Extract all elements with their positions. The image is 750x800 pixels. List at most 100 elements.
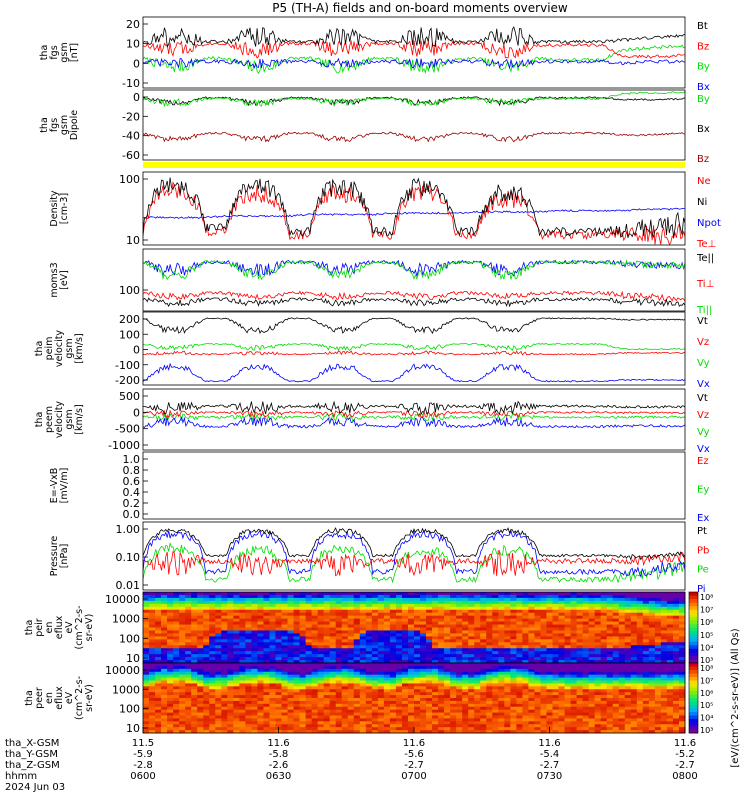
spectrogram-cell xyxy=(570,627,577,631)
spectrogram-cell xyxy=(335,600,343,605)
spectrogram-cell xyxy=(576,603,584,608)
spectrogram-cell xyxy=(480,671,487,676)
spectrogram-cell xyxy=(239,668,246,673)
spectrogram-cell xyxy=(239,709,246,713)
spectrogram-cell xyxy=(468,642,475,646)
spectrogram-cell xyxy=(239,700,246,705)
spectrogram-cell xyxy=(516,657,523,661)
spectrogram-cell xyxy=(420,698,427,702)
spectrogram-cell xyxy=(552,609,559,614)
spectrogram-cell xyxy=(624,612,632,617)
spectrogram-cell xyxy=(438,700,445,705)
spectrogram-cell xyxy=(257,597,264,602)
spectrogram-cell xyxy=(528,715,535,719)
spectrogram-cell xyxy=(317,621,325,625)
flag-bar xyxy=(143,162,685,168)
spectrogram-cell xyxy=(672,648,680,652)
spectrogram-cell xyxy=(654,709,662,713)
spectrogram-cell xyxy=(305,645,313,649)
spectrogram-cell xyxy=(600,592,608,596)
spectrogram-cell xyxy=(456,657,463,661)
spectrogram-cell xyxy=(462,686,469,690)
spectrogram-cell xyxy=(197,692,204,696)
colorbar-tick-label: 10³ xyxy=(700,726,713,735)
spectrogram-cell xyxy=(335,636,343,640)
spectrogram-cell xyxy=(281,612,288,617)
spectrogram-cell xyxy=(486,633,493,637)
spectrogram-cell xyxy=(654,680,662,684)
spectrogram-cell xyxy=(426,665,433,670)
spectrogram-cell xyxy=(648,603,656,608)
spectrogram-cell xyxy=(167,674,174,678)
spectrogram-cell xyxy=(353,621,361,625)
spectrogram-cell xyxy=(347,597,355,602)
spectrogram-cell xyxy=(510,654,517,658)
spectrogram-cell xyxy=(221,636,228,640)
spectrogram-cell xyxy=(185,603,192,608)
spectrogram-cell xyxy=(335,624,343,628)
spectrogram-cell xyxy=(552,645,559,649)
spectrogram-cell xyxy=(143,648,150,652)
spectrogram-cell xyxy=(468,654,475,658)
spectrogram-cell xyxy=(630,657,638,661)
spectrogram-cell xyxy=(630,627,638,631)
spectrogram-cell xyxy=(594,621,602,625)
spectrogram-cell xyxy=(335,727,343,731)
spectrogram-cell xyxy=(341,612,349,617)
spectrogram-cell xyxy=(540,606,547,611)
spectrogram-cell xyxy=(407,689,415,693)
spectrogram-cell xyxy=(528,712,535,716)
spectrogram-cell xyxy=(311,603,319,608)
y-axis-label: peem xyxy=(44,406,55,433)
spectrogram-cell xyxy=(432,724,439,728)
spectrogram-cell xyxy=(486,606,493,611)
spectrogram-cell xyxy=(299,624,306,628)
spectrogram-cell xyxy=(486,686,493,690)
spectrogram-cell xyxy=(456,639,463,643)
spectrogram-cell xyxy=(666,700,674,705)
spectrogram-cell xyxy=(221,615,228,620)
spectrogram-cell xyxy=(576,639,584,643)
spectrogram-cell xyxy=(269,592,276,596)
spectrogram-cell xyxy=(263,642,270,646)
spectrogram-cell xyxy=(564,680,571,684)
spectrogram-cell xyxy=(504,698,511,702)
spectrogram-cell xyxy=(534,665,541,670)
spectrogram-cell xyxy=(600,609,608,614)
spectrogram-cell xyxy=(558,627,565,631)
spectrogram-cell xyxy=(552,721,559,725)
spectrogram-cell xyxy=(233,592,240,596)
spectrogram-cell xyxy=(444,727,451,731)
spectrogram-cell xyxy=(630,663,638,667)
spectrogram-cell xyxy=(588,627,596,631)
spectrogram-cell xyxy=(185,724,192,728)
spectrogram-cell xyxy=(269,606,276,611)
spectrogram-cell xyxy=(492,600,499,605)
spectrogram-cell xyxy=(161,642,168,646)
spectrogram-cell xyxy=(660,660,668,664)
spectrogram-cell xyxy=(492,639,499,643)
spectrogram-cell xyxy=(299,630,306,634)
spectrogram-cell xyxy=(251,600,258,605)
spectrogram-cell xyxy=(606,712,614,716)
spectrogram-cell xyxy=(233,712,240,716)
spectrogram-cell xyxy=(552,624,559,628)
spectrogram-cell xyxy=(678,627,686,631)
spectrogram-cell xyxy=(299,633,306,637)
spectrogram-cell xyxy=(582,706,590,711)
spectrogram-cell xyxy=(281,698,288,702)
spectrogram-cell xyxy=(450,709,457,713)
spectrogram-cell xyxy=(143,712,150,716)
colorbar-unit-label: [eV/(cm^2-s-sr-eV)] (All Qs) xyxy=(730,628,741,767)
spectrogram-cell xyxy=(401,636,409,640)
spectrogram-cell xyxy=(558,721,565,725)
spectrogram-cell xyxy=(389,700,397,705)
spectrogram-cell xyxy=(618,683,626,687)
spectrogram-cell xyxy=(420,642,427,646)
spectrogram-cell xyxy=(654,609,662,614)
spectrogram-cell xyxy=(474,633,481,637)
spectrogram-cell xyxy=(504,633,511,637)
spectrogram-cell xyxy=(335,698,343,702)
spectrogram-cell xyxy=(275,700,282,705)
spectrogram-cell xyxy=(371,624,379,628)
